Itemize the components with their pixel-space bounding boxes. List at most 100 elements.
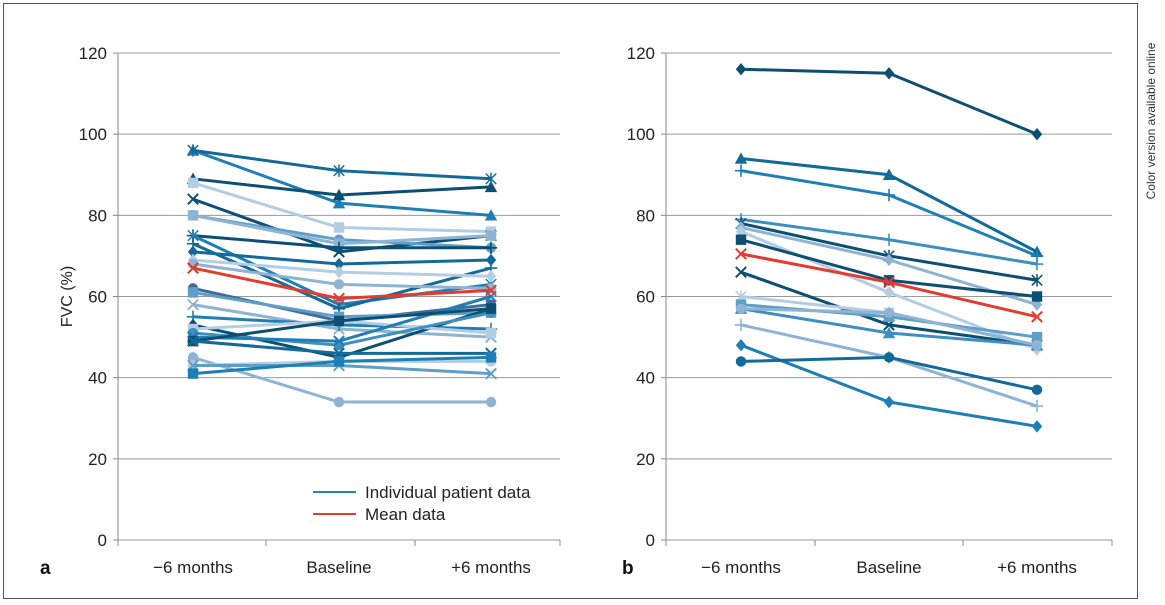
data-point: [734, 164, 748, 177]
data-point: [882, 233, 896, 246]
y-tick-label: 80: [88, 206, 107, 225]
x-tick-label: −6 months: [153, 558, 233, 577]
data-point: [1031, 384, 1043, 396]
y-tick-label: 20: [636, 450, 655, 469]
data-point: [485, 396, 497, 408]
figure-frame: [3, 3, 1138, 599]
y-tick-label: 40: [88, 369, 107, 388]
data-point: [1031, 127, 1043, 141]
data-point: [735, 63, 747, 76]
data-point: [484, 241, 498, 254]
legend-label-mean: Mean data: [365, 505, 446, 524]
data-point: [883, 352, 895, 363]
data-point: [333, 396, 345, 408]
panel-a: 0 20 40 60 80 100 120 −6 months Baseline +6 month…: [40, 44, 561, 579]
data-point: [333, 356, 345, 367]
data-point: [333, 222, 345, 233]
data-point: [485, 253, 497, 267]
data-point: [735, 266, 747, 279]
data-point: [187, 193, 199, 206]
data-point: [735, 303, 747, 314]
data-point: [1031, 340, 1043, 351]
series-line: [192, 177, 492, 197]
data-point: [333, 315, 345, 327]
data-point: [485, 270, 497, 283]
mean-point: [883, 276, 895, 289]
x-tick-label: +6 months: [997, 558, 1077, 577]
series-12: [735, 303, 1043, 351]
series-14: [735, 339, 1043, 433]
mean-point: [1031, 310, 1043, 323]
data-point: [883, 395, 895, 409]
data-point: [882, 168, 896, 180]
data-point: [333, 279, 345, 290]
data-point: [332, 188, 346, 201]
data-point: [883, 275, 895, 286]
data-point: [332, 241, 346, 254]
y-tick-label: 120: [79, 44, 107, 63]
data-point: [882, 188, 896, 202]
series-10: [187, 245, 497, 271]
data-point: [333, 164, 345, 177]
data-point: [485, 327, 497, 339]
data-point: [333, 265, 345, 279]
mean-point: [187, 262, 199, 274]
y-tick-label: 100: [79, 125, 107, 144]
series-23: [187, 352, 497, 408]
data-point: [484, 180, 498, 193]
series-15: [735, 352, 1043, 396]
x-tick-label: −6 months: [701, 558, 781, 577]
data-point: [1030, 399, 1044, 413]
y-tick-label: 0: [98, 531, 107, 550]
data-point: [333, 257, 345, 271]
data-point: [187, 352, 199, 363]
data-point: [187, 245, 199, 259]
panel-b: 0 20 40 60 80 100 120 −6 months Baseline +6 month…: [622, 44, 1113, 579]
data-point: [332, 196, 346, 209]
panel-letter: a: [40, 558, 51, 579]
y-tick-label: 120: [627, 44, 655, 63]
mean-point: [485, 284, 497, 297]
data-point: [883, 67, 895, 80]
legend-label-individual: Individual patient data: [365, 483, 531, 502]
x-tick-label: Baseline: [306, 558, 371, 577]
data-point: [1031, 291, 1043, 302]
y-tick-label: 40: [636, 369, 655, 388]
y-tick-label: 60: [636, 288, 655, 307]
data-point: [485, 303, 497, 314]
mean-series: [735, 247, 1043, 323]
data-point: [883, 307, 895, 318]
data-point: [485, 230, 497, 241]
data-point: [485, 352, 497, 363]
data-point: [734, 152, 748, 164]
data-point: [187, 335, 199, 348]
data-point: [883, 253, 895, 267]
data-point: [883, 286, 895, 299]
side-note-text: Color version available online: [1144, 42, 1158, 199]
legend: Individual patient data Mean data: [313, 483, 531, 524]
y-tick-label: 100: [627, 125, 655, 144]
data-point: [735, 234, 747, 245]
panel-letter: b: [622, 558, 634, 579]
side-note: Color version available online: [1144, 42, 1158, 199]
y-tick-label: 0: [646, 531, 655, 550]
y-tick-label: 80: [636, 206, 655, 225]
series-7: [735, 234, 1043, 302]
x-tick-label: +6 months: [451, 558, 531, 577]
data-point: [187, 210, 199, 221]
data-point: [735, 356, 747, 367]
data-point: [882, 326, 896, 339]
mean-point: [735, 247, 747, 260]
series-2: [734, 164, 1044, 263]
data-point: [485, 367, 497, 380]
series-0: [735, 63, 1043, 141]
series-3: [734, 213, 1044, 271]
series-26: [187, 352, 497, 379]
data-point: [187, 177, 199, 189]
data-point: [1031, 331, 1043, 343]
data-point: [187, 298, 199, 311]
series-2: [187, 144, 497, 186]
data-point: [1030, 257, 1044, 271]
